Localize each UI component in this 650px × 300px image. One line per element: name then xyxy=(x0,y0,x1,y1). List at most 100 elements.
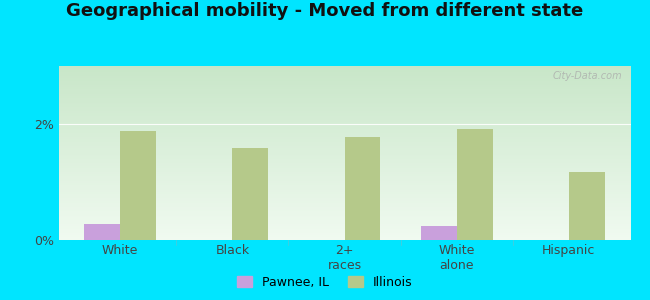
Bar xyxy=(58,214,630,215)
Bar xyxy=(58,212,630,213)
Bar xyxy=(58,112,630,113)
Bar xyxy=(58,177,630,178)
Bar xyxy=(58,178,630,179)
Bar xyxy=(58,145,630,146)
Bar xyxy=(58,238,630,239)
Bar xyxy=(58,84,630,85)
Bar xyxy=(58,97,630,98)
Bar xyxy=(58,186,630,187)
Bar xyxy=(58,82,630,83)
Bar xyxy=(58,171,630,172)
Bar xyxy=(58,235,630,236)
Bar xyxy=(58,229,630,230)
Bar xyxy=(58,77,630,78)
Bar xyxy=(58,165,630,166)
Bar xyxy=(58,215,630,216)
Bar xyxy=(58,207,630,208)
Bar xyxy=(58,121,630,122)
Bar xyxy=(58,111,630,112)
Bar xyxy=(58,141,630,142)
Bar xyxy=(58,153,630,154)
Bar xyxy=(58,69,630,70)
Bar xyxy=(58,140,630,141)
Bar xyxy=(58,116,630,117)
Bar xyxy=(58,87,630,88)
Bar xyxy=(58,128,630,129)
Bar xyxy=(58,163,630,164)
Bar xyxy=(58,219,630,220)
Bar xyxy=(58,113,630,114)
Legend: Pawnee, IL, Illinois: Pawnee, IL, Illinois xyxy=(232,271,418,294)
Bar xyxy=(58,162,630,163)
Bar xyxy=(58,188,630,189)
Bar xyxy=(58,221,630,222)
Bar xyxy=(58,118,630,119)
Bar xyxy=(58,189,630,190)
Bar xyxy=(58,80,630,81)
Bar xyxy=(58,197,630,198)
Bar xyxy=(58,202,630,203)
Bar xyxy=(58,72,630,73)
Bar xyxy=(58,102,630,103)
Bar xyxy=(58,239,630,240)
Bar xyxy=(58,196,630,197)
Bar xyxy=(58,152,630,153)
Bar xyxy=(58,181,630,182)
Bar xyxy=(58,233,630,234)
Bar xyxy=(58,135,630,136)
Bar xyxy=(58,174,630,175)
Bar xyxy=(58,119,630,120)
Bar xyxy=(58,203,630,204)
Bar xyxy=(58,131,630,132)
Bar xyxy=(58,180,630,181)
Bar xyxy=(58,125,630,126)
Bar xyxy=(58,109,630,110)
Bar xyxy=(58,227,630,228)
Bar xyxy=(58,190,630,191)
Bar xyxy=(58,133,630,134)
Bar xyxy=(58,126,630,127)
Bar xyxy=(58,76,630,77)
Bar xyxy=(58,79,630,80)
Bar xyxy=(58,176,630,177)
Bar xyxy=(58,68,630,69)
Bar xyxy=(58,100,630,101)
Bar xyxy=(58,220,630,221)
Bar xyxy=(58,213,630,214)
Bar xyxy=(58,230,630,231)
Bar xyxy=(58,164,630,165)
Text: City-Data.com: City-Data.com xyxy=(552,71,622,81)
Bar xyxy=(58,168,630,169)
Bar xyxy=(58,123,630,124)
Bar xyxy=(569,172,604,240)
Bar xyxy=(58,149,630,150)
Bar xyxy=(58,91,630,92)
Bar xyxy=(58,92,630,93)
Bar xyxy=(58,139,630,140)
Bar xyxy=(58,105,630,106)
Bar xyxy=(58,101,630,102)
Bar xyxy=(58,107,630,108)
Bar xyxy=(58,134,630,135)
Bar xyxy=(58,155,630,156)
Bar xyxy=(58,210,630,211)
Bar xyxy=(58,104,630,105)
Bar xyxy=(58,231,630,232)
Bar xyxy=(58,144,630,145)
Bar xyxy=(58,115,630,116)
Bar xyxy=(58,129,630,130)
Bar xyxy=(58,86,630,87)
Bar xyxy=(58,184,630,185)
Bar xyxy=(58,124,630,125)
Bar xyxy=(58,150,630,151)
Bar xyxy=(58,110,630,111)
Bar xyxy=(58,206,630,207)
Bar xyxy=(58,218,630,219)
Bar xyxy=(58,217,630,218)
Bar xyxy=(58,224,630,225)
Bar xyxy=(58,83,630,84)
Bar xyxy=(58,185,630,186)
Bar xyxy=(58,183,630,184)
Bar xyxy=(58,204,630,205)
Bar xyxy=(58,194,630,195)
